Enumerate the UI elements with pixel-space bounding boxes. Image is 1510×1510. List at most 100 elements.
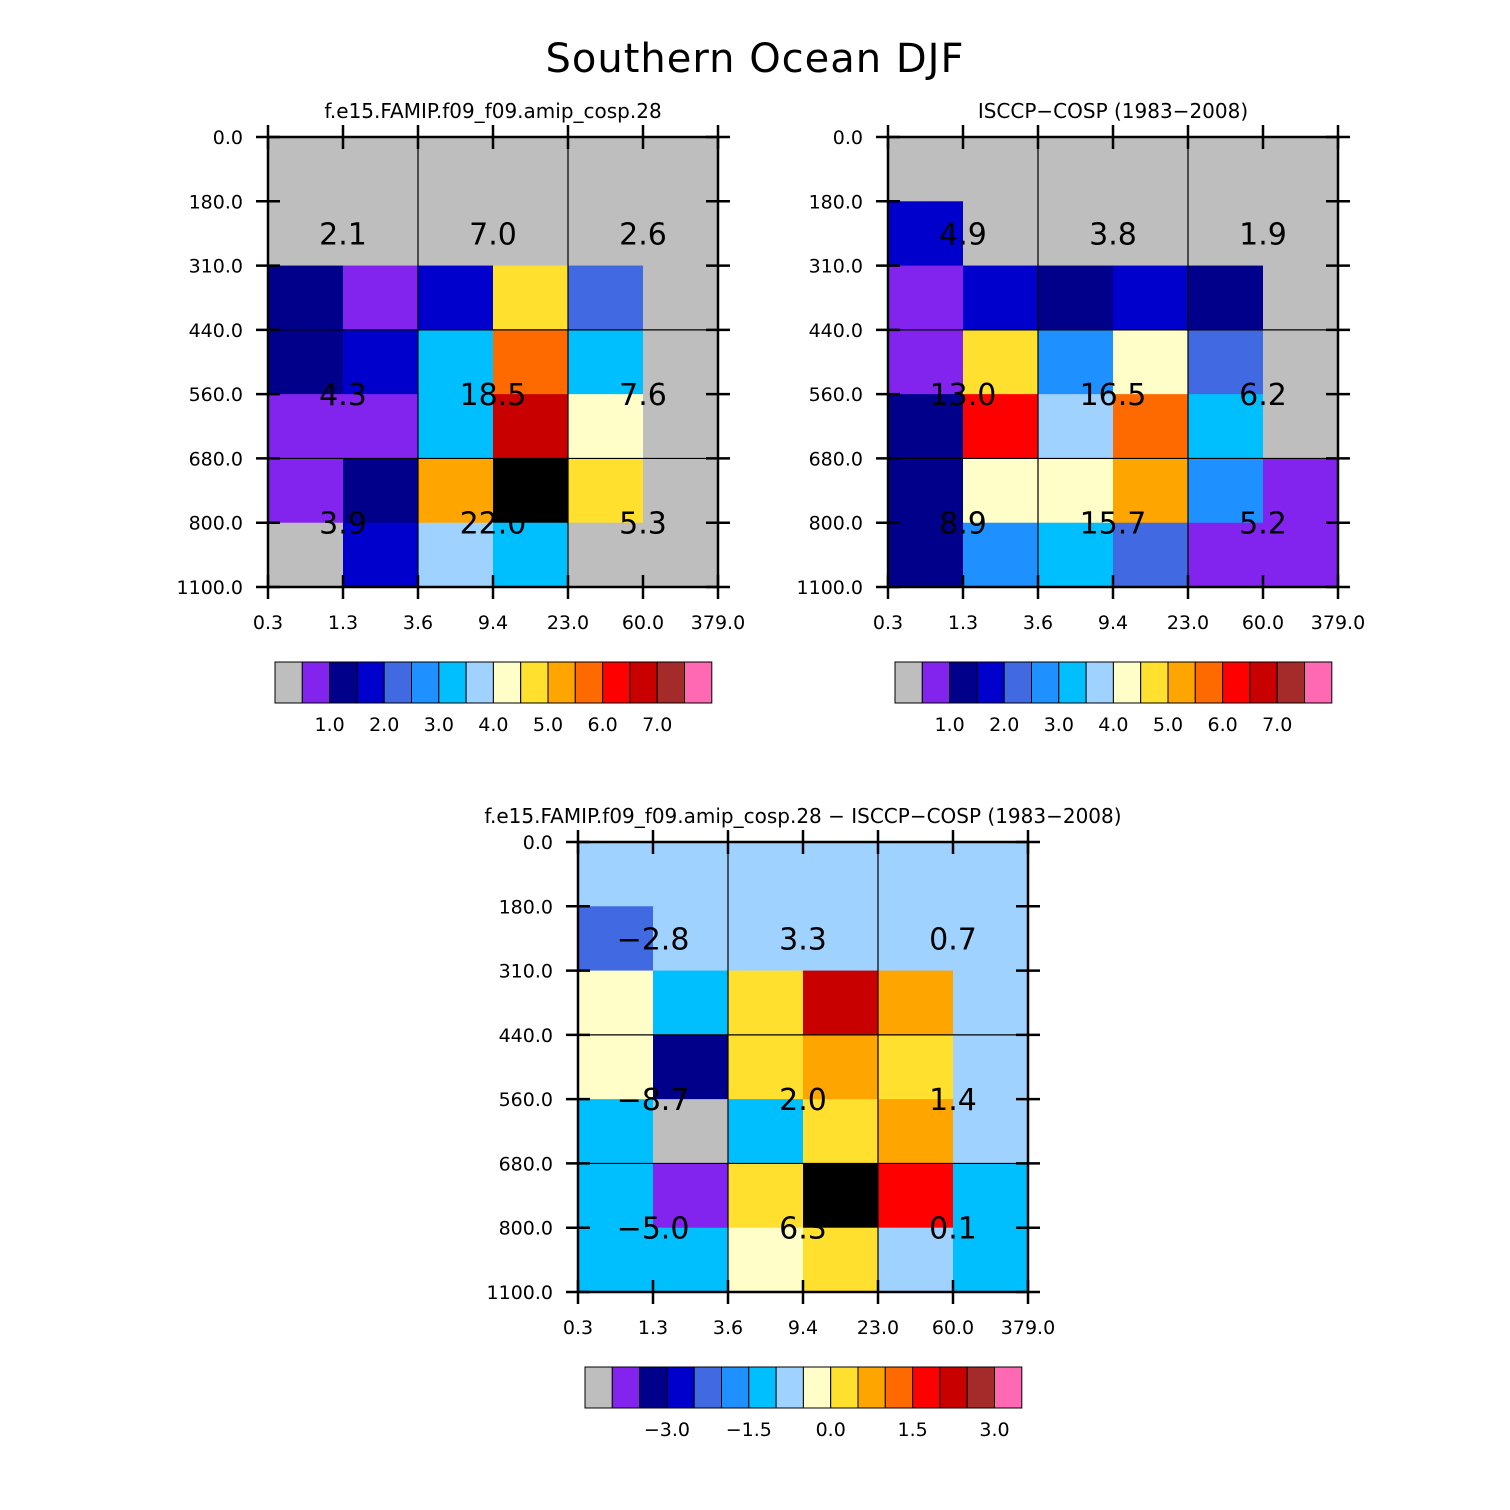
bin-value-label: −5.0 xyxy=(617,1212,690,1247)
chart-panel-1: 0.0 180.0 310.0 440.0 560.0 680.0 800.0 1100.0 0… xyxy=(177,99,746,736)
colorbar-label: 7.0 xyxy=(642,714,672,736)
heat-cell xyxy=(1113,394,1189,460)
bin-value-label: 13.0 xyxy=(930,378,997,413)
heat-cell xyxy=(1113,458,1189,524)
colorbar-swatch xyxy=(1140,661,1169,704)
heat-cell xyxy=(643,522,719,588)
colorbar-label: 3.0 xyxy=(424,714,454,736)
heat-cell xyxy=(963,458,1039,524)
y-tick-label: 800.0 xyxy=(809,513,863,535)
colorbar-swatch xyxy=(639,1366,668,1409)
x-tick-label: 379.0 xyxy=(691,612,745,634)
colorbar-swatch xyxy=(1003,661,1033,704)
colorbar-swatch xyxy=(1167,661,1196,704)
heat-cell xyxy=(418,394,494,460)
colorbar-swatch xyxy=(301,661,331,704)
heat-cell xyxy=(1188,265,1264,331)
bin-value-label: 5.2 xyxy=(1239,507,1287,542)
y-tick-label: 800.0 xyxy=(189,513,243,535)
y-tick-label: 800.0 xyxy=(499,1218,553,1240)
colorbar-label: 1.0 xyxy=(934,714,964,736)
colorbar-swatch xyxy=(383,661,413,704)
colorbar-swatch xyxy=(721,1366,750,1409)
colorbar-swatch xyxy=(1222,661,1251,704)
colorbar-swatch xyxy=(830,1366,859,1409)
colorbar-label: 7.0 xyxy=(1262,714,1292,736)
heat-cell xyxy=(888,394,964,460)
colorbar-swatch xyxy=(547,661,576,704)
heat-cell xyxy=(878,1099,954,1165)
colorbar-swatch xyxy=(994,1366,1023,1409)
bin-value-label: 2.0 xyxy=(779,1083,827,1118)
heat-cell xyxy=(728,1034,804,1100)
colorbar-swatch xyxy=(1085,661,1114,704)
heat-cell xyxy=(643,394,719,460)
bin-value-label: 0.7 xyxy=(929,922,977,957)
heat-cell xyxy=(268,329,344,395)
colorbar-swatch xyxy=(584,1366,613,1409)
heat-cell xyxy=(1038,458,1114,524)
heat-cell xyxy=(1263,265,1339,331)
heat-cell xyxy=(878,1227,954,1293)
colorbar-label: −1.5 xyxy=(726,1419,772,1441)
colorbar-swatch xyxy=(802,1366,832,1409)
heat-cell xyxy=(568,394,644,460)
colorbar-swatch xyxy=(884,1366,914,1409)
colorbar-swatch xyxy=(966,1366,996,1409)
heat-cell xyxy=(803,906,879,972)
y-tick-label: 180.0 xyxy=(809,191,863,213)
x-tick-label: 0.3 xyxy=(563,1317,593,1339)
heat-cell xyxy=(1263,329,1339,395)
bin-value-label: 6.2 xyxy=(1239,378,1287,413)
heat-cell xyxy=(643,201,719,267)
x-tick-label: 3.6 xyxy=(403,612,433,634)
heat-cell xyxy=(953,970,1029,1036)
heat-cell xyxy=(953,906,1029,972)
heat-cell xyxy=(878,1034,954,1100)
heat-cell xyxy=(728,1099,804,1165)
x-tick-label: 23.0 xyxy=(1167,612,1209,634)
colorbar-label: 3.0 xyxy=(979,1419,1009,1441)
heat-cell xyxy=(653,1227,729,1293)
heat-cell xyxy=(653,1163,729,1229)
heat-cell xyxy=(578,1163,654,1229)
heat-cell xyxy=(1263,522,1339,588)
bin-value-label: 5.3 xyxy=(619,507,667,542)
colorbar-swatch xyxy=(411,661,440,704)
bin-value-label: 4.3 xyxy=(319,378,367,413)
x-tick-label: 0.3 xyxy=(253,612,283,634)
colorbar-label: 2.0 xyxy=(369,714,399,736)
y-tick-label: 310.0 xyxy=(809,256,863,278)
heat-cell xyxy=(1038,394,1114,460)
heat-cell xyxy=(803,1099,879,1165)
heat-cell xyxy=(343,265,419,331)
colorbar-swatch xyxy=(857,1366,886,1409)
heat-cell xyxy=(1188,137,1264,202)
heat-cell xyxy=(803,1163,879,1229)
heat-cell xyxy=(1113,329,1189,395)
heat-cell xyxy=(1263,201,1339,267)
heat-cell xyxy=(1038,329,1114,395)
y-tick-label: 310.0 xyxy=(189,256,243,278)
heat-cell xyxy=(878,970,954,1036)
heat-cell xyxy=(1113,522,1189,588)
heat-cell xyxy=(888,137,964,202)
panel-title: f.e15.FAMIP.f09_f09.amip_cosp.28 − ISCCP… xyxy=(484,804,1121,828)
x-tick-label: 3.6 xyxy=(713,1317,743,1339)
x-tick-label: 60.0 xyxy=(622,612,664,634)
heat-cell xyxy=(963,265,1039,331)
bin-value-label: 7.6 xyxy=(619,378,667,413)
heat-cell xyxy=(578,1099,654,1165)
heat-cell xyxy=(728,906,804,972)
y-tick-label: 440.0 xyxy=(189,320,243,342)
bin-value-label: 0.1 xyxy=(929,1212,977,1247)
heat-cell xyxy=(418,522,494,588)
bin-value-label: −8.7 xyxy=(617,1083,690,1118)
heat-cell xyxy=(343,522,419,588)
heat-cell xyxy=(728,842,804,907)
heat-cell xyxy=(568,458,644,524)
heat-cell xyxy=(268,137,344,202)
heat-cell xyxy=(728,1163,804,1229)
colorbar-swatch xyxy=(329,661,358,704)
colorbar-label: 6.0 xyxy=(587,714,617,736)
